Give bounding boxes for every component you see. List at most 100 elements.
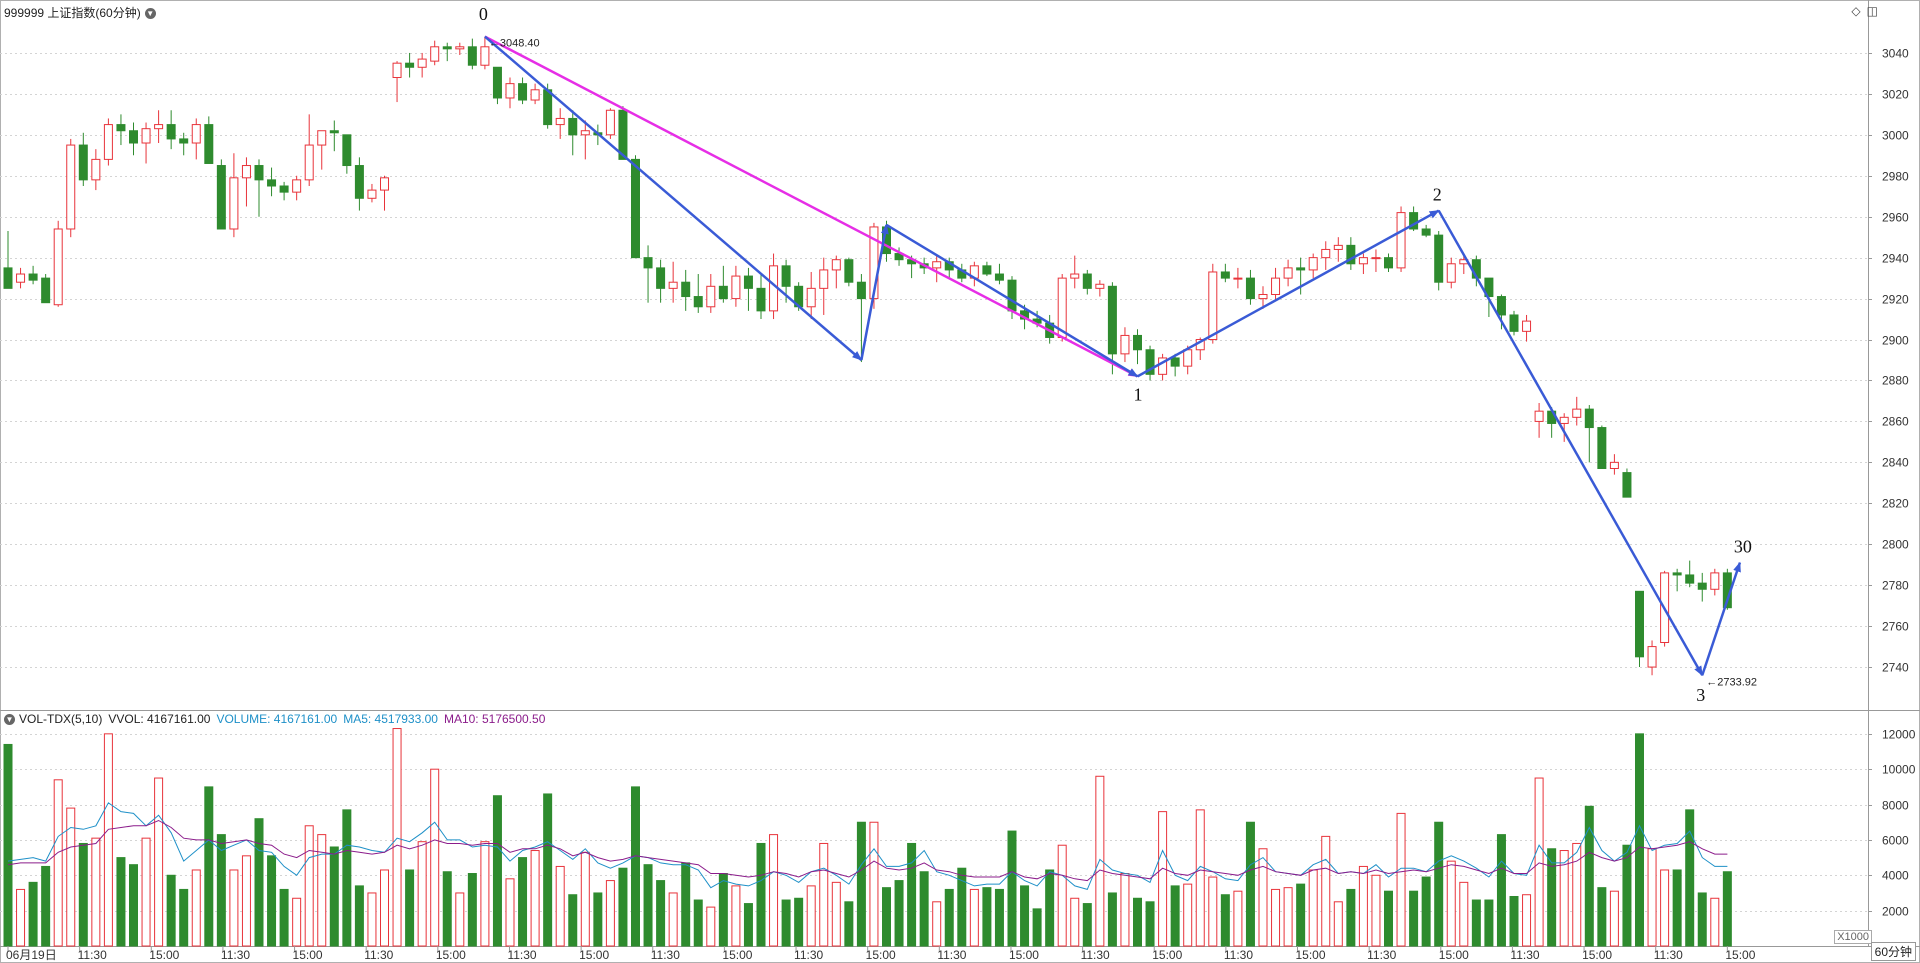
volume-bar — [66, 807, 76, 947]
candle-body — [643, 257, 653, 269]
volume-bar — [1672, 869, 1682, 947]
price-tick-label: 2780 — [1882, 579, 1909, 593]
candle-body — [856, 281, 866, 300]
volume-bar — [1095, 775, 1105, 947]
volume-bar — [1220, 894, 1230, 947]
wave-label-2: 2 — [1433, 185, 1442, 205]
candle-body — [1233, 277, 1243, 280]
price-tick-label: 2940 — [1882, 252, 1909, 266]
settings-circle-icon[interactable]: ▼ — [144, 8, 156, 20]
candle-body — [743, 275, 753, 289]
candle-body — [1308, 257, 1318, 271]
volume-bar — [819, 842, 829, 947]
candle-body — [1446, 263, 1456, 283]
time-tick-label: 15:00 — [579, 948, 609, 962]
candle-body — [718, 285, 728, 300]
volume-bar — [568, 894, 578, 947]
candle-body — [618, 109, 628, 160]
price-tick-label: 3040 — [1882, 47, 1909, 61]
volume-bar — [392, 728, 402, 947]
volume-bar — [1597, 887, 1607, 947]
volume-bar — [580, 851, 590, 947]
diamond-icon[interactable]: ◇ — [1851, 4, 1861, 18]
wave-label-0: 0 — [479, 4, 488, 24]
volume-bar — [518, 857, 528, 947]
candle-body — [1321, 248, 1331, 259]
time-tick-label: 15:00 — [436, 948, 466, 962]
candle-body — [154, 124, 164, 130]
candle-body — [91, 158, 101, 181]
volume-tick-label: 2000 — [1882, 905, 1909, 919]
volume-bar — [1158, 811, 1168, 947]
candle-body — [354, 165, 364, 199]
indicator-settings-icon[interactable]: ▼ — [4, 714, 15, 726]
trend-guide-line — [1438, 210, 1703, 676]
volume-bar — [41, 865, 51, 947]
panel-toggle-icon[interactable]: ◫ — [1866, 4, 1878, 18]
candle-body — [41, 277, 51, 304]
candle-body — [78, 144, 88, 181]
volume-bar — [467, 873, 477, 947]
time-tick-label: 15:00 — [1582, 948, 1612, 962]
vvol-value: VVOL: 4167161.00 — [108, 712, 211, 726]
candle-body — [1082, 273, 1092, 289]
candle-body — [467, 46, 477, 66]
time-tick-label: 11:30 — [1224, 948, 1253, 962]
vol-indicator-name[interactable]: VOL-TDX(5,10) — [19, 712, 103, 726]
candle-body — [53, 228, 63, 306]
volume-tick-label: 6000 — [1882, 834, 1909, 848]
candle-body — [1710, 572, 1720, 590]
volume-bar — [1208, 876, 1218, 947]
volume-bar — [1107, 892, 1117, 947]
volume-bar — [492, 795, 502, 947]
wave-line-magenta — [484, 35, 1139, 378]
candle-body — [1496, 296, 1506, 316]
period-button[interactable]: 60分钟 — [1870, 942, 1916, 961]
volume-bar — [1396, 812, 1406, 947]
candle-body — [1484, 277, 1494, 298]
volume-bar — [1358, 865, 1368, 947]
candle-body — [706, 285, 716, 308]
chart-title-text: 999999 上证指数(60分钟) — [4, 6, 141, 20]
candle-body — [605, 109, 615, 136]
candle-body — [1245, 277, 1255, 300]
candle-body — [756, 287, 766, 312]
wave-line-blue — [860, 223, 889, 361]
volume-bar — [781, 899, 791, 947]
volume-bar — [756, 842, 766, 947]
volume-bar — [1170, 885, 1180, 947]
candle-body — [1346, 244, 1356, 265]
candle-body — [819, 269, 829, 289]
volume-value: VOLUME: 4167161.00 — [216, 712, 338, 726]
candle-body — [380, 177, 389, 191]
volume-bar — [1245, 821, 1255, 947]
volume-bar — [1333, 901, 1343, 947]
candle-body — [204, 124, 214, 164]
candle-body — [1672, 572, 1682, 576]
volume-bar — [618, 867, 628, 947]
volume-indicator-header: ▼ VOL-TDX(5,10) VVOL: 4167161.00 VOLUME: 41… — [4, 712, 551, 726]
candle-body — [731, 275, 741, 300]
candle-body — [166, 124, 176, 140]
time-tick-label: 15:00 — [1439, 948, 1469, 962]
candle-body — [530, 89, 540, 101]
volume-bar — [292, 897, 302, 947]
candle-body — [480, 46, 490, 66]
volume-bar — [1195, 809, 1205, 947]
volume-bar — [430, 768, 440, 947]
volume-bar — [718, 873, 728, 947]
candle-body — [392, 62, 402, 79]
volume-bar — [1070, 897, 1080, 947]
volume-bar — [3, 743, 13, 947]
candle-body — [994, 273, 1004, 281]
candle-body — [1597, 427, 1607, 469]
time-tick-label: 11:30 — [78, 948, 107, 962]
volume-bar — [1697, 892, 1707, 947]
volume-bar — [844, 901, 854, 947]
volume-bar — [706, 906, 716, 947]
volume-bar — [28, 881, 38, 947]
volume-bar — [969, 888, 979, 947]
volume-bar — [505, 878, 515, 947]
volume-bar — [1346, 888, 1356, 947]
